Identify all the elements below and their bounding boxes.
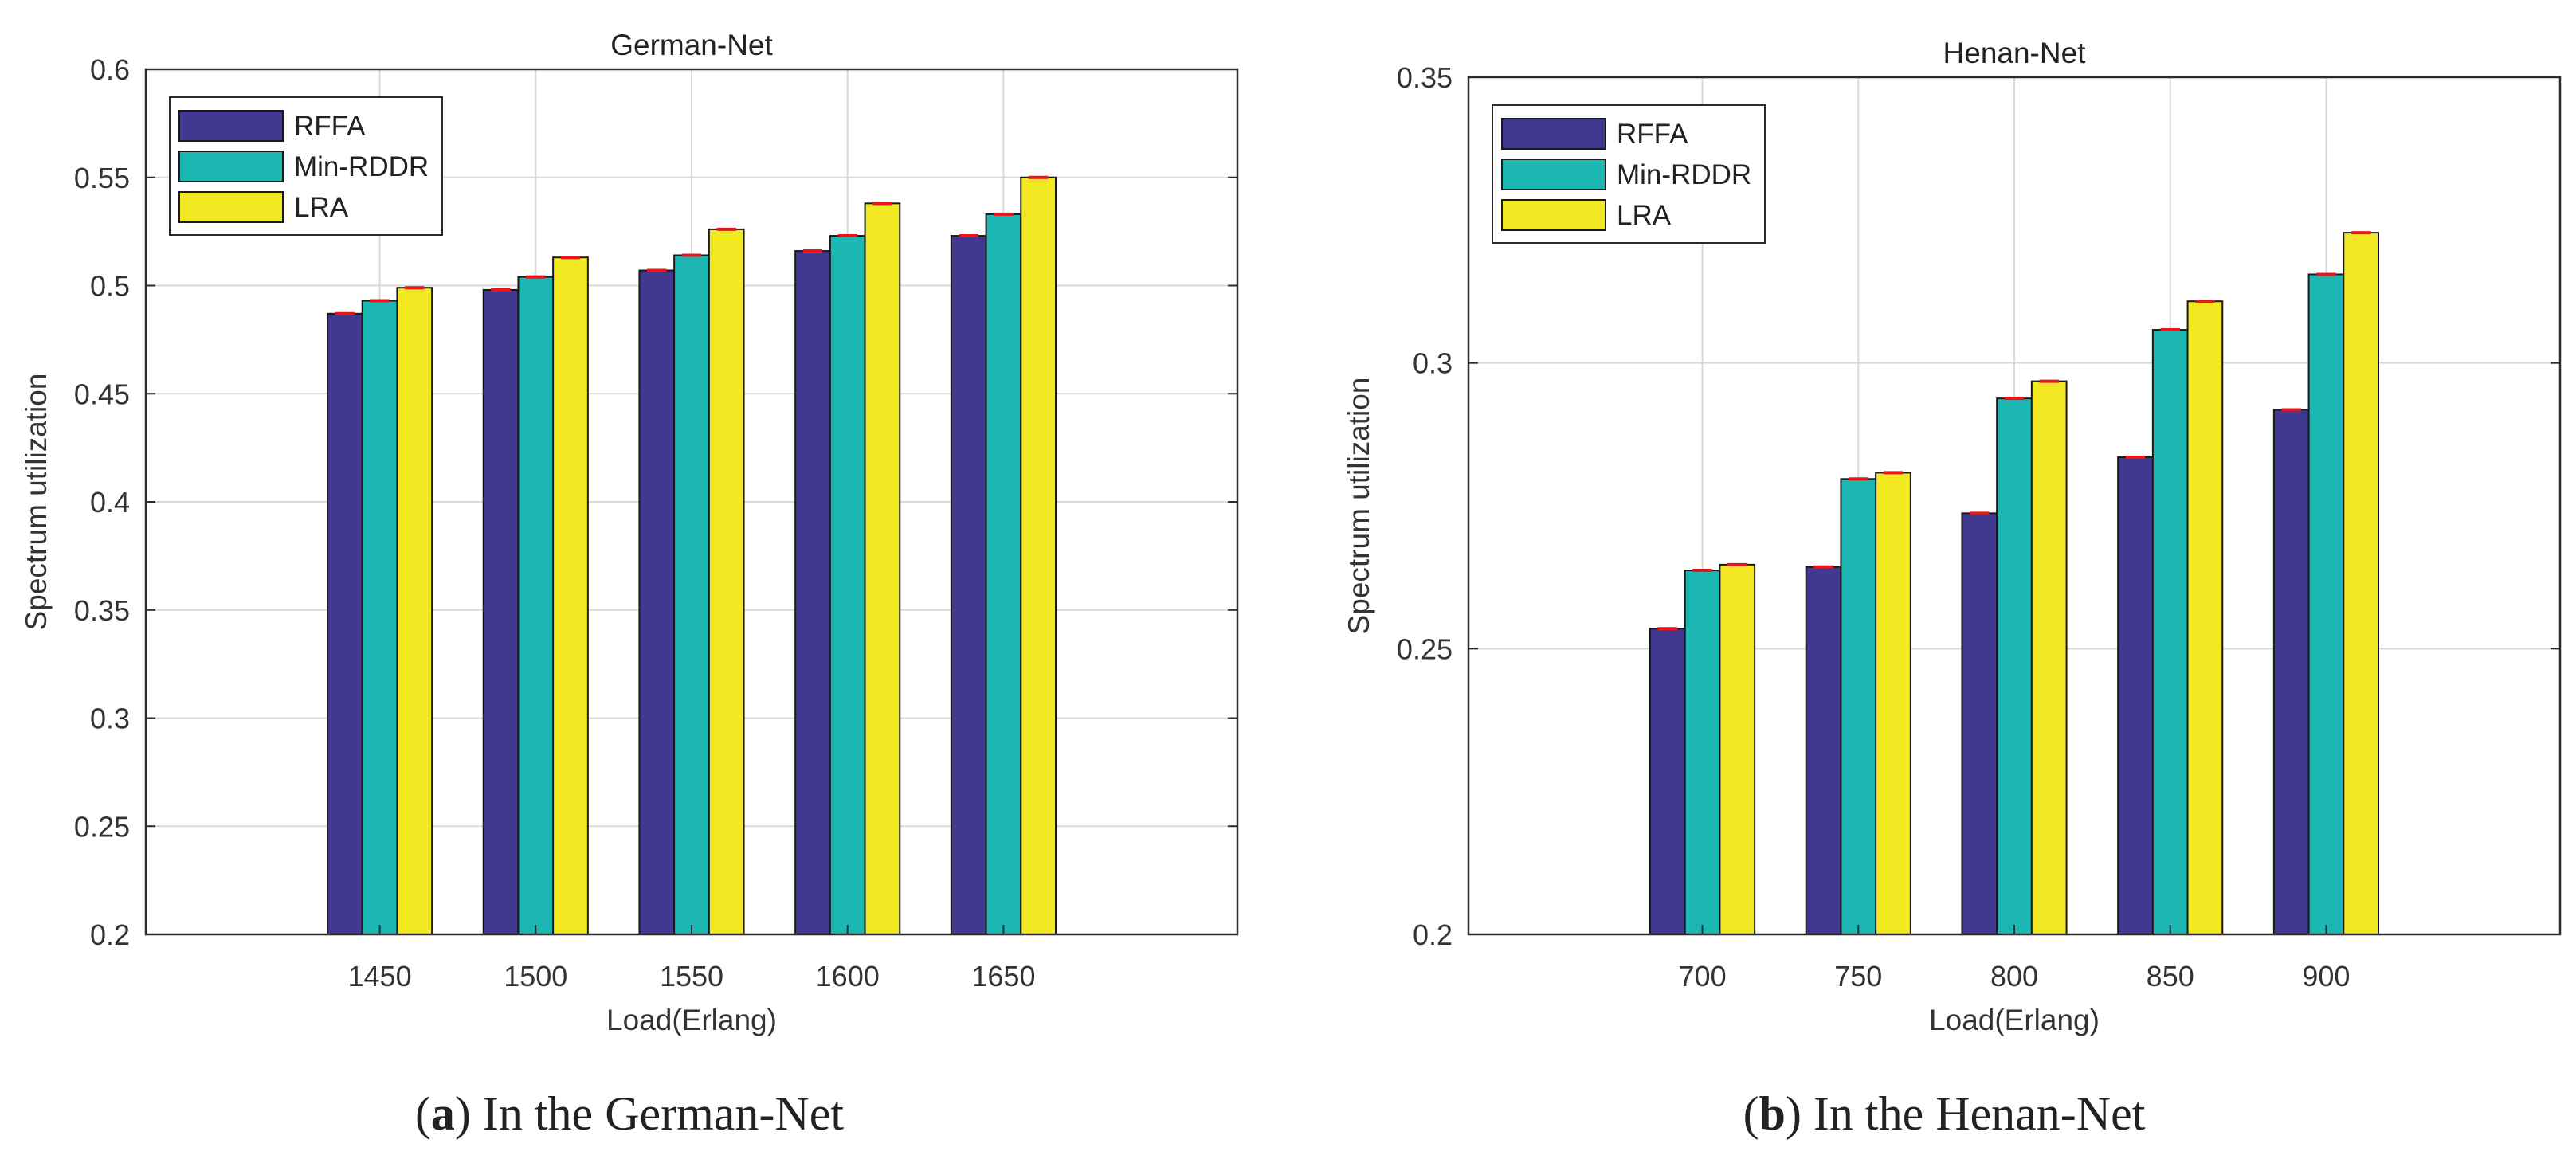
legend-swatch [178, 151, 284, 182]
chart-german-net: 0.2 0.25 0.3 0.35 0.4 0.45 0.5 0.55 0.6 1450 1500 1… [20, 29, 1239, 1140]
caption-a: (a) In the German-Net [415, 1087, 844, 1140]
legend-label: RFFA [1617, 119, 1688, 150]
bar-lra-850 [2186, 300, 2224, 936]
legend-label: Min-RDDR [1617, 159, 1751, 190]
x-axis-label: Load(Erlang) [606, 1004, 777, 1036]
caption-label: ( [415, 1087, 431, 1140]
y-tick-label: 0.35 [74, 594, 130, 627]
y-axis-label: Spectrum utilization [20, 374, 53, 631]
bar-min-rddr-850 [2151, 329, 2189, 935]
bar-min-rddr-800 [1996, 397, 2033, 935]
x-tick-label: 850 [2147, 960, 2194, 993]
bar-min-rddr-1550 [673, 254, 710, 935]
bar-lra-1450 [396, 287, 433, 935]
x-tick-label: 750 [1834, 960, 1882, 993]
caption-label: ( [1743, 1087, 1759, 1140]
bar-lra-1600 [864, 202, 901, 935]
y-tick-label: 0.2 [90, 918, 130, 951]
legend-label: LRA [1617, 200, 1672, 231]
bar-rffa-900 [2272, 409, 2310, 935]
caption-b: (b) In the Henan-Net [1743, 1087, 2146, 1140]
legend: RFFA Min-RDDR LRA [1492, 104, 1766, 244]
caption-label-close: ) [1786, 1087, 1802, 1140]
bar-lra-800 [2030, 380, 2068, 935]
y-tick-label: 0.3 [90, 703, 130, 735]
y-tick-label: 0.6 [90, 53, 130, 86]
bar-rffa-800 [1961, 512, 1998, 935]
bar-min-rddr-900 [2307, 273, 2345, 936]
chart-title: Henan-Net [1943, 37, 2087, 69]
legend: RFFA Min-RDDR LRA [169, 96, 443, 236]
y-tick-label: 0.4 [90, 486, 130, 519]
legend-swatch [178, 191, 284, 223]
x-tick-label: 1650 [971, 960, 1035, 993]
bar-min-rddr-700 [1684, 570, 1721, 935]
y-tick-label: 0.55 [74, 162, 130, 194]
y-tick-label: 0.25 [1397, 632, 1453, 665]
caption-label-letter: a [431, 1087, 455, 1140]
y-tick-label: 0.45 [74, 378, 130, 410]
bar-rffa-1600 [794, 250, 831, 935]
bar-lra-750 [1875, 472, 1911, 935]
x-tick-label: 1450 [348, 960, 412, 993]
legend-label: Min-RDDR [294, 151, 429, 182]
caption-body: In the Henan-Net [1802, 1087, 2146, 1140]
bar-lra-700 [1719, 563, 1756, 935]
bar-rffa-700 [1649, 628, 1686, 936]
legend-label: LRA [294, 192, 349, 223]
bar-rffa-1650 [950, 235, 987, 935]
legend-swatch [1501, 199, 1606, 231]
bar-lra-1650 [1020, 176, 1057, 935]
bar-rffa-1550 [638, 269, 676, 935]
legend-swatch [1501, 118, 1606, 150]
legend-swatch [178, 110, 284, 142]
y-tick-label: 0.25 [74, 810, 130, 843]
x-tick-label: 800 [1990, 960, 2038, 993]
bar-min-rddr-1450 [361, 300, 398, 935]
chart-title: German-Net [610, 29, 773, 61]
y-tick-label: 0.2 [1413, 918, 1453, 951]
bar-lra-900 [2343, 232, 2379, 935]
bar-min-rddr-1600 [829, 235, 866, 935]
x-tick-label: 700 [1679, 960, 1727, 993]
x-tick-label: 1550 [660, 960, 723, 993]
legend-label: RFFA [294, 111, 366, 142]
y-axis-label: Spectrum utilization [1343, 378, 1375, 635]
y-tick-label: 0.3 [1413, 347, 1453, 380]
x-tick-label: 900 [2302, 960, 2350, 993]
caption-label-close: ) [455, 1087, 471, 1140]
bar-lra-1550 [708, 228, 745, 936]
bar-rffa-850 [2117, 456, 2154, 935]
bar-min-rddr-1500 [517, 276, 555, 935]
bar-rffa-1450 [327, 312, 363, 936]
y-tick-label: 0.5 [90, 270, 130, 303]
bar-rffa-750 [1805, 566, 1842, 935]
legend-swatch [1501, 159, 1606, 190]
x-axis-label: Load(Erlang) [1929, 1004, 2100, 1036]
y-tick-label: 0.35 [1397, 61, 1453, 94]
bar-min-rddr-750 [1840, 478, 1877, 935]
x-tick-label: 1500 [504, 960, 567, 993]
x-tick-label: 1600 [816, 960, 880, 993]
bar-rffa-1500 [482, 288, 520, 935]
caption-label-letter: b [1759, 1087, 1786, 1140]
caption-body: In the German-Net [471, 1087, 844, 1140]
bar-lra-1500 [552, 256, 589, 935]
bar-min-rddr-1650 [985, 213, 1022, 935]
